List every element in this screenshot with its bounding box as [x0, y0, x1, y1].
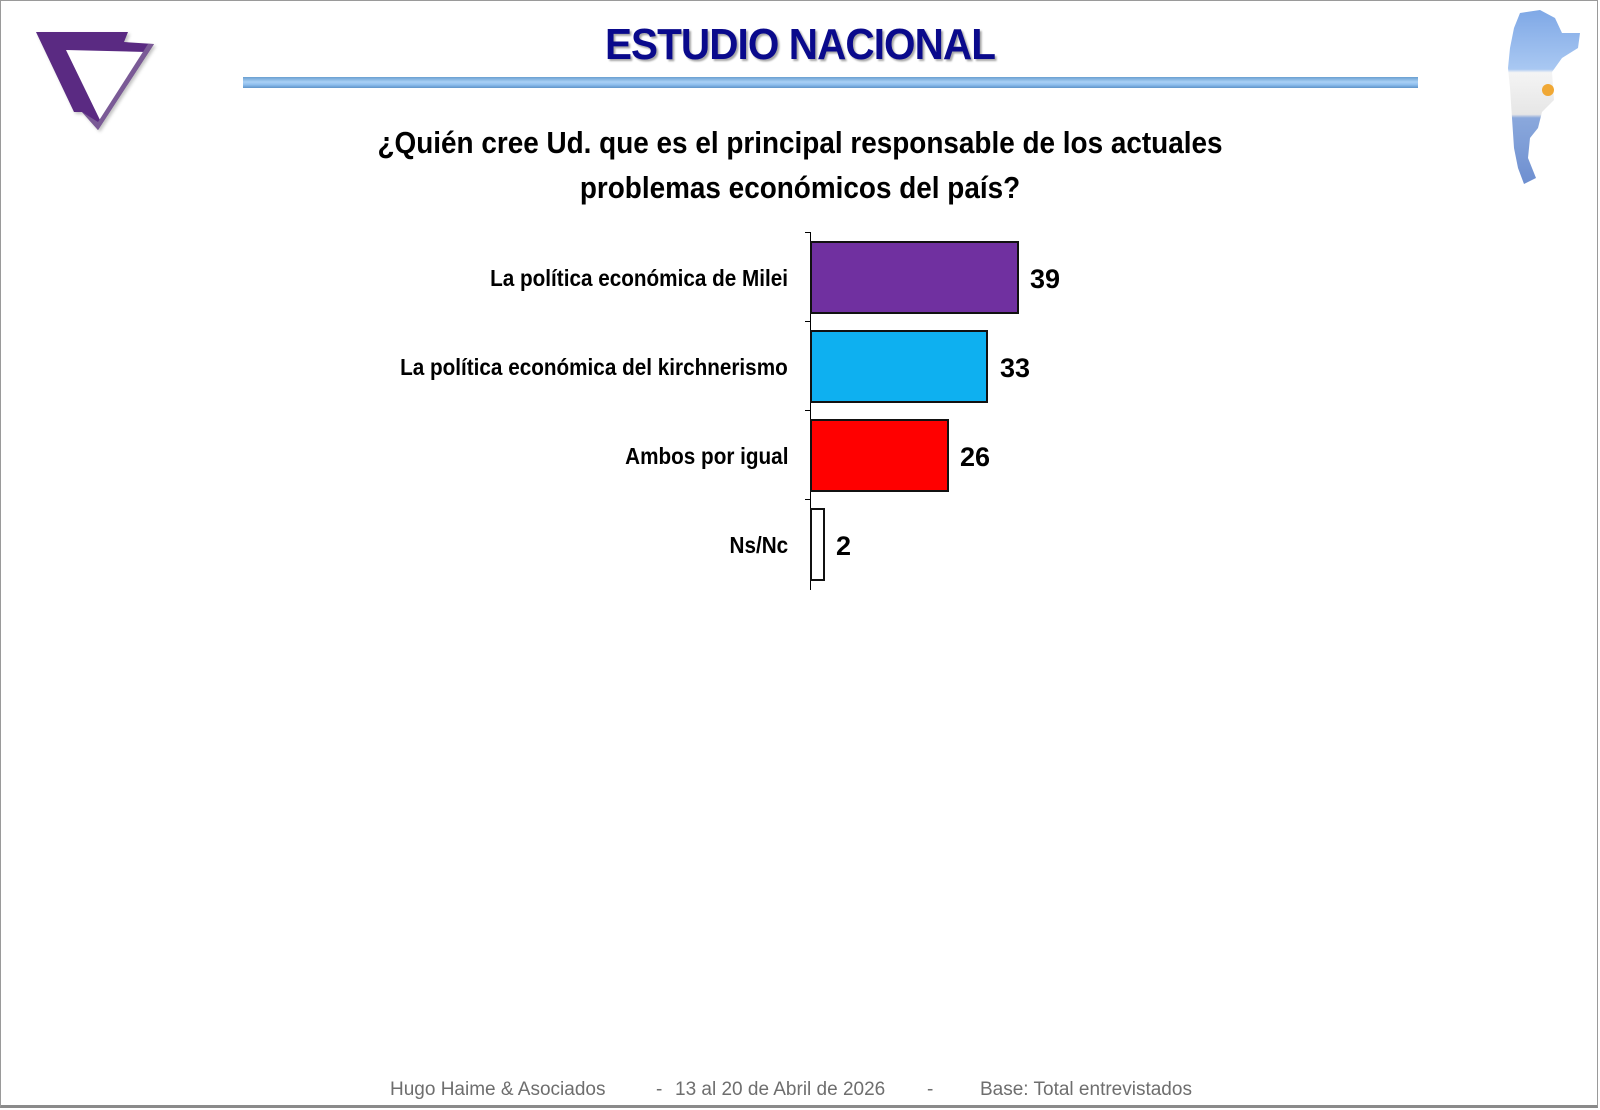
footer-separator: -	[927, 1079, 934, 1100]
bar-milei	[810, 241, 1019, 314]
question-line-2: problemas económicos del país?	[579, 170, 1021, 205]
page-title: ESTUDIO NACIONAL	[604, 20, 996, 69]
category-label-nsnc: Ns/Nc	[729, 532, 788, 558]
triangle-logo-icon	[36, 32, 156, 132]
value-label-kirchnerismo: 33	[1000, 353, 1031, 383]
axis-tick	[805, 410, 811, 411]
argentina-flag-map-icon	[1508, 10, 1580, 184]
axis-tick	[805, 321, 811, 322]
bar-kirchnerismo	[810, 330, 988, 403]
survey-question: ¿Quién cree Ud. que es el principal resp…	[80, 120, 1520, 210]
footer-separator: -	[656, 1079, 663, 1100]
category-label-kirchnerismo: La política económica del kirchnerismo	[400, 354, 788, 380]
category-axis	[810, 232, 811, 590]
footer-dates: 13 al 20 de Abril de 2026	[675, 1079, 886, 1100]
title-divider	[243, 77, 1418, 88]
footer-source: Hugo Haime & Asociados	[390, 1079, 606, 1100]
category-label-ambos: Ambos por igual	[624, 443, 788, 469]
bar-nsnc	[810, 508, 825, 581]
axis-tick	[805, 232, 811, 233]
bar-ambos	[810, 419, 949, 492]
bar-chart: La política económica de Milei 39 La pol…	[400, 232, 1061, 590]
axis-tick	[805, 499, 811, 500]
footer-base: Base: Total entrevistados	[980, 1079, 1192, 1100]
question-line-1: ¿Quién cree Ud. que es el principal resp…	[377, 125, 1223, 160]
value-label-nsnc: 2	[836, 531, 852, 561]
value-label-milei: 39	[1030, 264, 1061, 294]
value-label-ambos: 26	[960, 442, 991, 472]
category-label-milei: La política económica de Milei	[490, 265, 788, 291]
